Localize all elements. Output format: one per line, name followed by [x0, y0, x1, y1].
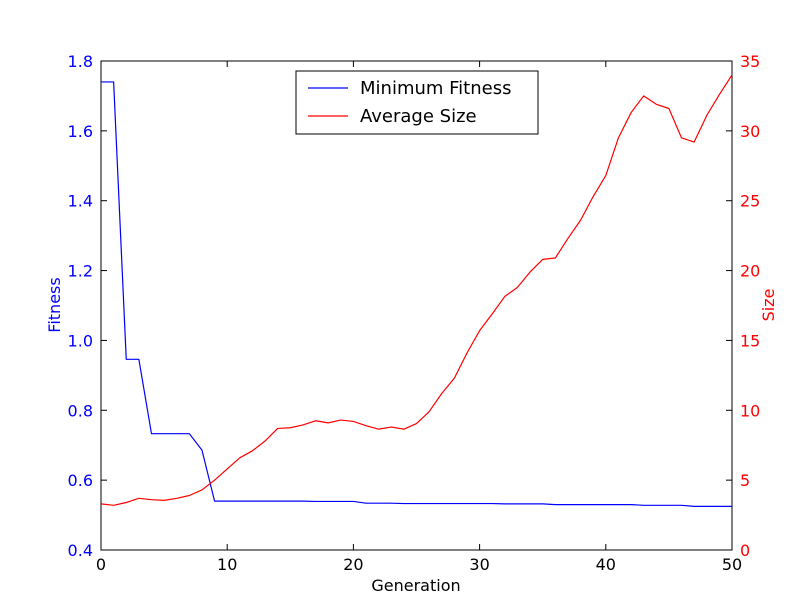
y2-tick-label: 35 [740, 52, 760, 71]
y2-tick-label: 25 [740, 192, 760, 211]
x-tick-label: 10 [217, 555, 237, 574]
y2-tick-label: 20 [740, 262, 760, 281]
plot-frame [100, 60, 733, 551]
x-axis-ticks: 0 10 20 30 40 50 [96, 61, 742, 574]
y2-tick-label: 30 [740, 122, 760, 141]
series-layer [100, 74, 733, 507]
y-tick-label: 1.2 [68, 262, 93, 281]
right-y-axis-label: Size [759, 289, 778, 322]
legend: Minimum Fitness Average Size [295, 70, 539, 135]
y-tick-label: 1.8 [68, 52, 93, 71]
x-tick-label: 0 [96, 555, 106, 574]
legend-label-fitness: Minimum Fitness [360, 78, 511, 99]
y2-tick-label: 15 [740, 331, 760, 350]
y-tick-label: 0.8 [68, 401, 93, 420]
y2-tick-label: 10 [740, 401, 760, 420]
series-line-average-size [100, 74, 733, 506]
y2-tick-label: 0 [740, 541, 750, 560]
y-tick-label: 0.4 [68, 541, 93, 560]
x-axis-label: Generation [371, 576, 460, 595]
right-y-axis-ticks: 0 5 10 15 20 25 30 35 [726, 52, 760, 560]
x-tick-label: 20 [343, 555, 363, 574]
x-tick-label: 50 [722, 555, 742, 574]
x-tick-label: 30 [469, 555, 489, 574]
left-y-axis-ticks: 0.4 0.6 0.8 1.0 1.2 1.4 1.6 1.8 [68, 52, 107, 560]
series-line-minimum-fitness [101, 81, 732, 507]
y-tick-label: 1.4 [68, 192, 93, 211]
x-tick-label: 40 [596, 555, 616, 574]
y-tick-label: 1.6 [68, 122, 93, 141]
y-tick-label: 1.0 [68, 331, 93, 350]
y-tick-label: 0.6 [68, 471, 93, 490]
left-y-axis-label: Fitness [45, 277, 64, 332]
legend-label-size: Average Size [360, 106, 477, 127]
y2-tick-label: 5 [740, 471, 750, 490]
legend-box [295, 70, 539, 135]
